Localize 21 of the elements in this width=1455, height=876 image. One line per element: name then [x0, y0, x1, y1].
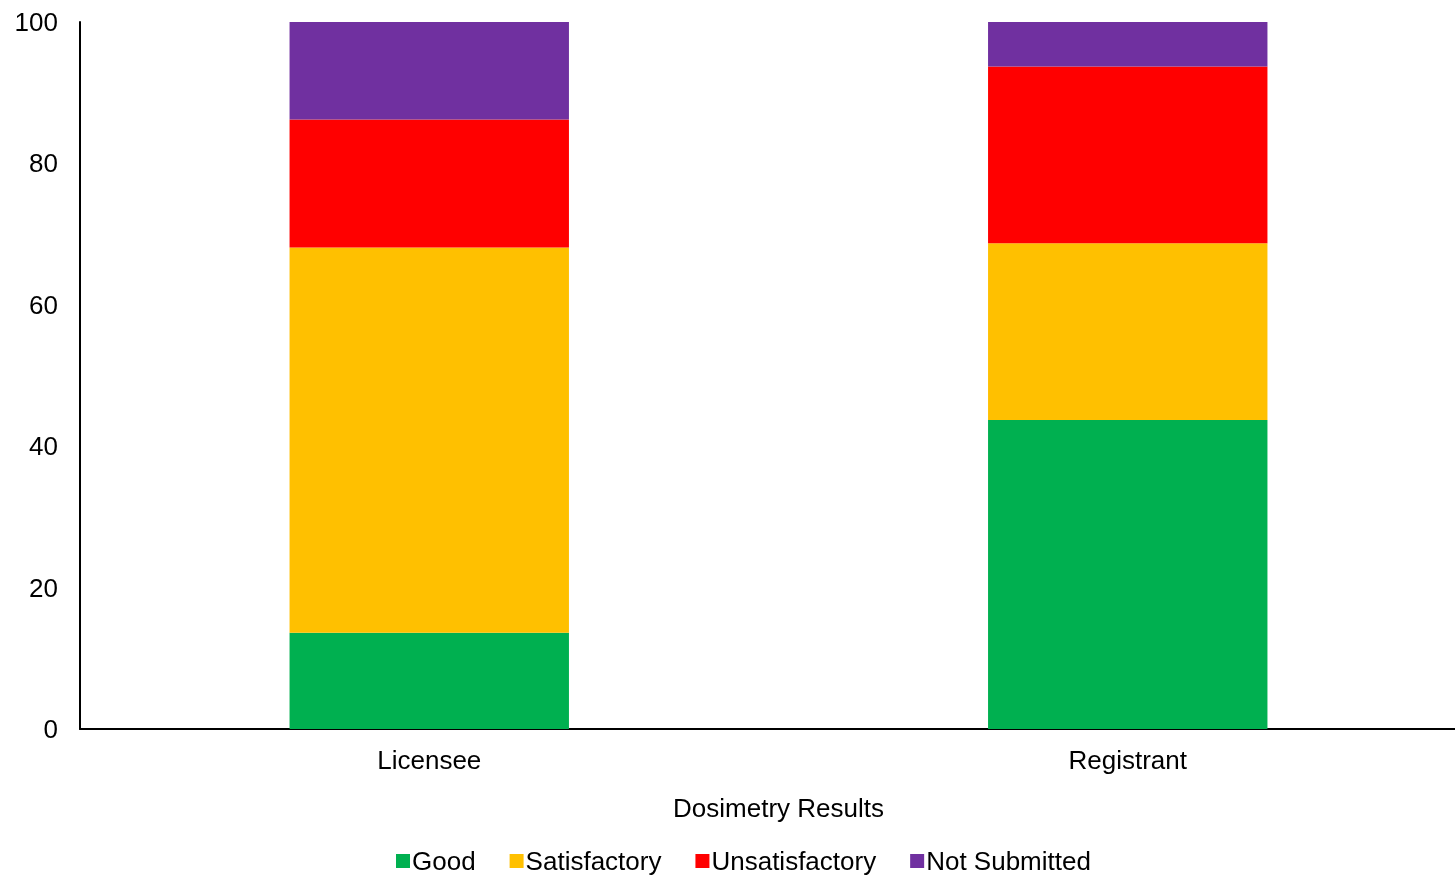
legend-label: Good — [412, 846, 476, 876]
bar — [289, 22, 569, 120]
bar — [988, 66, 1268, 244]
x-tick-label: Licensee — [377, 745, 482, 775]
y-tick-label: 0 — [43, 714, 58, 744]
y-tick-label: 100 — [14, 7, 58, 37]
bar — [988, 420, 1268, 729]
bar — [289, 119, 569, 248]
legend-label: Unsatisfactory — [711, 846, 877, 876]
y-tick-label: 60 — [29, 289, 58, 320]
y-tick-label: 40 — [29, 431, 58, 462]
x-axis-title: Dosimetry Results — [673, 793, 884, 823]
legend-label: Not Submitted — [926, 846, 1091, 876]
bar — [289, 247, 569, 633]
bar — [988, 243, 1268, 421]
bar — [988, 22, 1268, 67]
bar — [289, 632, 569, 729]
y-tick-label: 20 — [29, 572, 58, 603]
y-tick-label: 80 — [29, 148, 58, 179]
x-tick-label: Registrant — [1068, 745, 1188, 775]
legend-label: Satisfactory — [525, 846, 662, 876]
